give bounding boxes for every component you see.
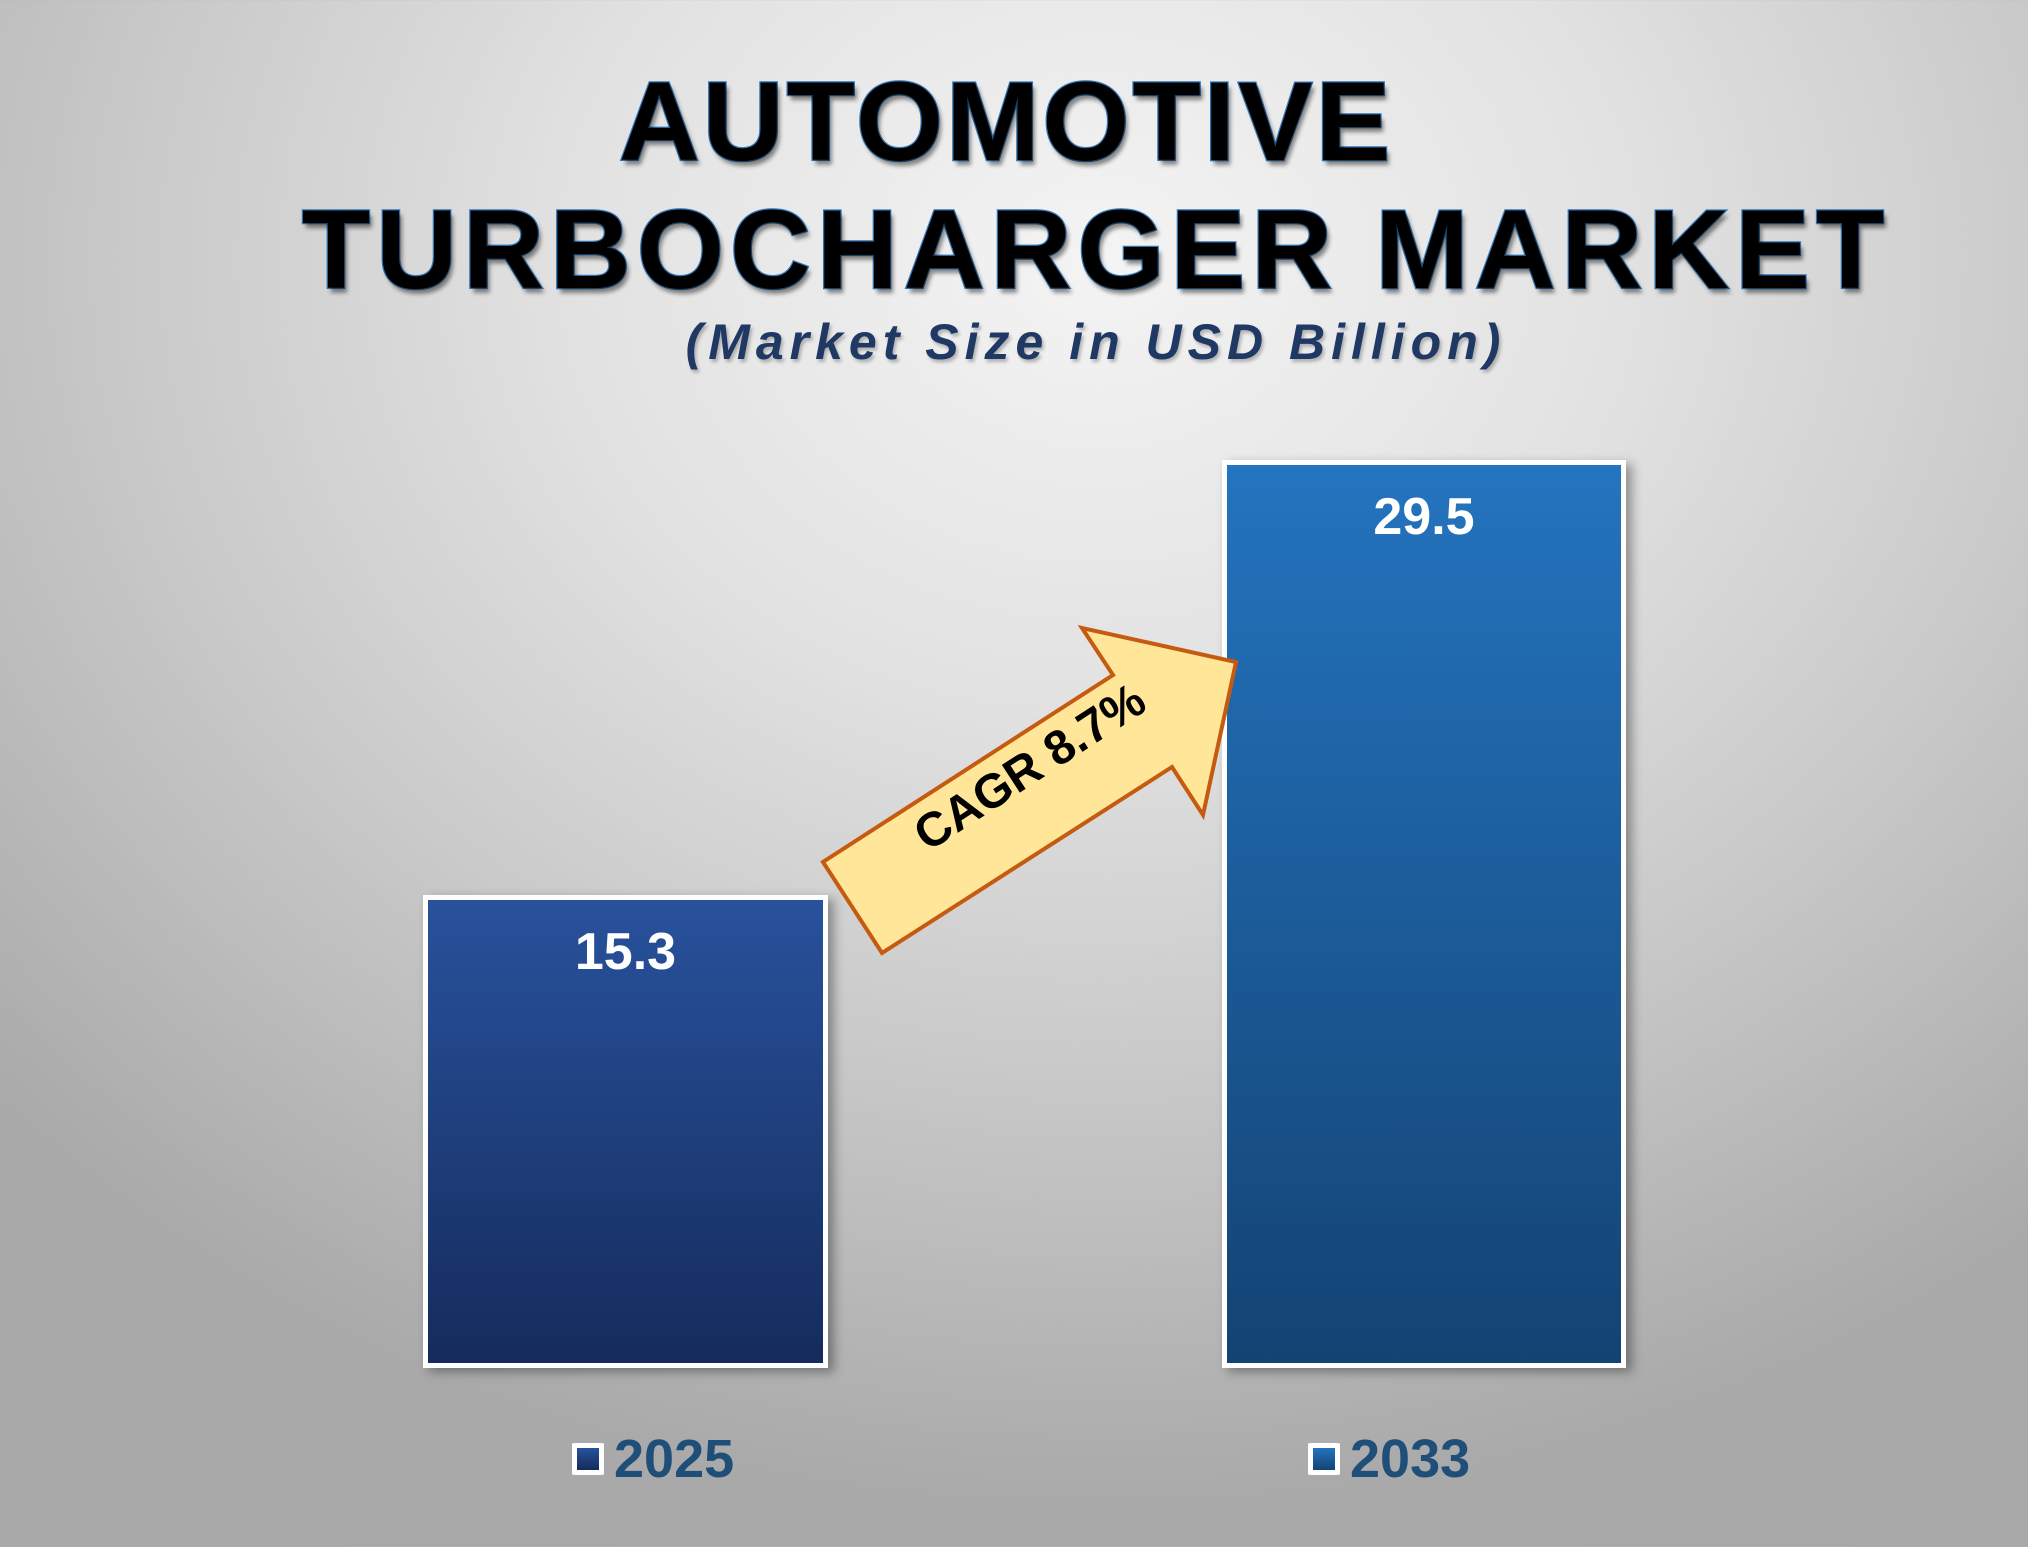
legend-label: 2033 — [1350, 1429, 1471, 1489]
chart-title-line2: TURBOCHARGER MARKET — [300, 187, 1891, 312]
bar-value-label: 15.3 — [574, 923, 677, 981]
chart-subtitle: (Market Size in USD Billion) — [685, 314, 1507, 370]
legend-label: 2025 — [614, 1429, 735, 1489]
legend-item-2025: 2025 — [572, 1428, 734, 1490]
bar-value-label: 29.5 — [1373, 488, 1475, 546]
legend-marker-icon — [572, 1443, 604, 1475]
legend-item-2033: 2033 — [1308, 1428, 1470, 1490]
bar-2025: 15.3 — [423, 895, 828, 1368]
legend-marker-icon — [1308, 1443, 1340, 1475]
bar-2033: 29.5 — [1222, 460, 1626, 1368]
chart-title-line1: AUTOMOTIVE — [617, 59, 1394, 184]
